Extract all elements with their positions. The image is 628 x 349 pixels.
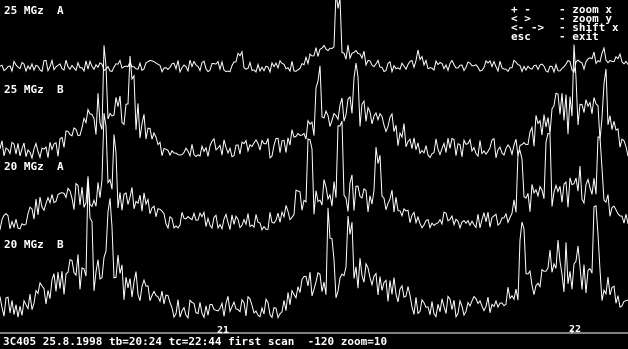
help-key: + -	[511, 3, 531, 16]
time-tick-label: 22	[569, 324, 582, 335]
panel-channel: A	[57, 4, 64, 17]
panel-freq: 25 MGz	[4, 83, 44, 96]
panel-channel: A	[57, 160, 64, 173]
help-key: < >	[511, 12, 531, 25]
help-row: < > - zoom y	[511, 12, 619, 25]
spectrum-trace-2	[0, 44, 628, 160]
help-key: esc	[511, 30, 531, 43]
help-key: <- ->	[511, 21, 545, 34]
spectrum-trace-3	[0, 113, 628, 232]
panel-freq: 20 MGz	[4, 160, 44, 173]
panel-freq: 25 MGz	[4, 4, 44, 17]
help-row: <- -> - shift x	[511, 21, 619, 34]
help-action: - exit	[559, 30, 599, 43]
help-row: esc - exit	[511, 30, 619, 43]
panel-freq: 20 MGz	[4, 238, 44, 251]
key-help: + - - zoom x < > - zoom y <- -> - shift x e…	[511, 3, 619, 43]
panel-label-4: 20 MGz B	[4, 239, 64, 251]
help-action: - zoom x	[559, 3, 612, 16]
status-line: 3C405 25.8.1998 tb=20:24 tc=22:44 first …	[3, 335, 388, 348]
spectrum-trace-1	[0, 0, 628, 74]
help-row: + - - zoom x	[511, 3, 619, 16]
panel-label-1: 25 MGz A	[4, 5, 64, 17]
panel-label-3: 20 MGz A	[4, 161, 64, 173]
spectrum-trace-4	[0, 177, 628, 320]
time-tick-label: 21	[217, 325, 230, 336]
panel-channel: B	[57, 238, 64, 251]
help-action: - shift x	[559, 21, 619, 34]
help-action: - zoom y	[559, 12, 612, 25]
panel-channel: B	[57, 83, 64, 96]
panel-label-2: 25 MGz B	[4, 84, 64, 96]
